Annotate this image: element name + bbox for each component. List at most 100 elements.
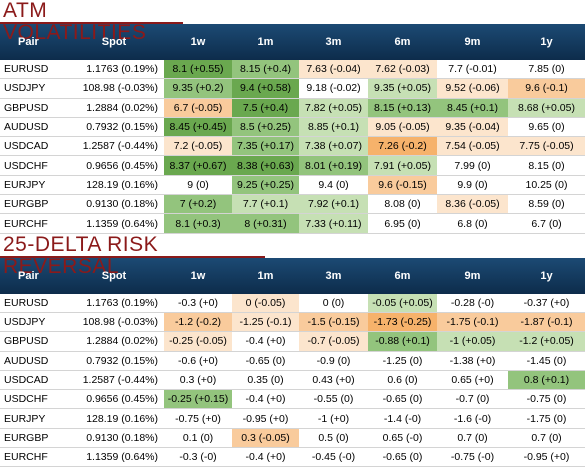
table-row: EURJPY 128.19 (0.16%) -0.75 (+0) -0.95 (+0)…	[0, 408, 585, 429]
spot-cell: 0.9656 (0.45%)	[64, 389, 164, 410]
table-row: USDJPY 108.98 (-0.03%) -1.2 (-0.2) -1.25 (-…	[0, 312, 585, 333]
spot-cell: 1.2884 (0.02%)	[64, 331, 164, 352]
column-header-1y: 1y	[508, 24, 585, 60]
atm-volatilities-title: ATM VOLATILITIES	[0, 0, 183, 44]
pair-cell: EURUSD	[0, 293, 64, 313]
table-row: EURUSD 1.1763 (0.19%) 8.1 (+0.55) 8.15 (+0.…	[0, 60, 585, 80]
pair-cell: EURCHF	[0, 447, 64, 467]
column-header-1w: 1w	[164, 24, 232, 60]
value-cell: 9.6 (-0.1)	[508, 78, 585, 99]
table-row: EURUSD 1.1763 (0.19%) -0.3 (+0) 0 (-0.05) 0 …	[0, 293, 585, 313]
value-cell: 8.85 (+0.1)	[299, 117, 368, 138]
value-cell: -0.55 (0)	[299, 389, 368, 410]
spot-cell: 1.2884 (0.02%)	[64, 98, 164, 118]
spot-cell: 0.7932 (0.15%)	[64, 117, 164, 138]
column-header-spot: Spot	[64, 24, 164, 60]
spot-cell: 0.9130 (0.18%)	[64, 428, 164, 449]
table-row: USDCHF 0.9656 (0.45%) -0.25 (+0.15) -0.4 (+…	[0, 389, 585, 410]
value-cell: 8 (+0.31)	[232, 213, 299, 234]
value-cell: 0.1 (0)	[164, 428, 232, 449]
value-cell: 9.35 (+0.2)	[164, 78, 232, 99]
table-row: EURJPY 128.19 (0.16%) 9 (0) 9.25 (+0.25) 9.4…	[0, 175, 585, 196]
pair-cell: EURUSD	[0, 60, 64, 80]
value-cell: 7.54 (-0.05)	[437, 136, 508, 157]
value-cell: 8.15 (+0.13)	[368, 98, 437, 118]
table-row: AUDUSD 0.7932 (0.15%) 8.45 (+0.45) 8.5 (+0.…	[0, 117, 585, 138]
value-cell: 0.65 (+0)	[437, 370, 508, 391]
value-cell: -0.25 (-0.05)	[164, 331, 232, 352]
value-cell: 6.95 (0)	[368, 213, 437, 234]
value-cell: -1.2 (+0.05)	[508, 331, 585, 352]
pair-cell: EURJPY	[0, 408, 64, 429]
column-header-3m: 3m	[299, 257, 368, 294]
value-cell: 6.7 (-0.05)	[164, 98, 232, 118]
table-row: USDCAD 1.2587 (-0.44%) 7.2 (-0.05) 7.35 (+0…	[0, 136, 585, 157]
header-row: Pair Spot 1w 1m 3m 6m 9m 1y	[0, 257, 585, 294]
value-cell: -1 (+0)	[299, 408, 368, 429]
spot-cell: 108.98 (-0.03%)	[64, 78, 164, 99]
value-cell: 7.75 (-0.05)	[508, 136, 585, 157]
column-header-1m: 1m	[232, 24, 299, 60]
value-cell: 8.1 (+0.3)	[164, 213, 232, 234]
value-cell: 8.68 (+0.05)	[508, 98, 585, 118]
value-cell: 9.35 (+0.05)	[368, 78, 437, 99]
value-cell: 7.7 (+0.1)	[232, 194, 299, 215]
value-cell: -0.7 (-0.05)	[299, 331, 368, 352]
pair-cell: USDCHF	[0, 155, 64, 176]
column-header-6m: 6m	[368, 24, 437, 60]
value-cell: -1.2 (-0.2)	[164, 312, 232, 333]
value-cell: -1.4 (-0)	[368, 408, 437, 429]
spot-cell: 0.9130 (0.18%)	[64, 194, 164, 215]
value-cell: 8.08 (0)	[368, 194, 437, 215]
value-cell: -0.9 (0)	[299, 351, 368, 371]
table-row: EURCHF 1.1359 (0.64%) -0.3 (-0) -0.4 (+0) -0…	[0, 447, 585, 467]
value-cell: 7 (+0.2)	[164, 194, 232, 215]
value-cell: 0.65 (-0)	[368, 428, 437, 449]
value-cell: 0.35 (0)	[232, 370, 299, 391]
value-cell: 8.15 (+0.4)	[232, 60, 299, 80]
column-header-3m: 3m	[299, 24, 368, 60]
value-cell: 8.45 (+0.45)	[164, 117, 232, 138]
column-header-9m: 9m	[437, 24, 508, 60]
spot-cell: 1.1359 (0.64%)	[64, 447, 164, 467]
value-cell: 0.7 (0)	[508, 428, 585, 449]
value-cell: -0.4 (+0)	[232, 447, 299, 467]
value-cell: 8.15 (0)	[508, 155, 585, 176]
pair-cell: USDJPY	[0, 78, 64, 99]
value-cell: 7.63 (-0.04)	[299, 60, 368, 80]
risk-reversal-title: 25-DELTA RISK REVERSAL	[0, 233, 265, 277]
value-cell: 7.26 (-0.2)	[368, 136, 437, 157]
value-cell: 6.7 (0)	[508, 213, 585, 234]
value-cell: -0.28 (-0)	[437, 293, 508, 313]
pair-cell: AUDUSD	[0, 351, 64, 371]
value-cell: 0.7 (0)	[437, 428, 508, 449]
value-cell: -1.73 (-0.25)	[368, 312, 437, 333]
risk-reversal-table: Pair Spot 1w 1m 3m 6m 9m 1y EURUSD 1.1763…	[0, 257, 585, 467]
value-cell: 9.4 (+0.58)	[232, 78, 299, 99]
value-cell: 8.38 (+0.63)	[232, 155, 299, 176]
value-cell: -0.3 (+0)	[164, 293, 232, 313]
value-cell: -1.45 (0)	[508, 351, 585, 371]
value-cell: -0.65 (0)	[368, 447, 437, 467]
value-cell: -0.95 (+0)	[508, 447, 585, 467]
value-cell: 7.7 (-0.01)	[437, 60, 508, 80]
spot-cell: 1.1359 (0.64%)	[64, 213, 164, 234]
value-cell: 7.99 (0)	[437, 155, 508, 176]
value-cell: 8.01 (+0.19)	[299, 155, 368, 176]
value-cell: -1.6 (-0)	[437, 408, 508, 429]
value-cell: 7.82 (+0.05)	[299, 98, 368, 118]
value-cell: 7.5 (+0.4)	[232, 98, 299, 118]
spot-cell: 128.19 (0.16%)	[64, 175, 164, 196]
value-cell: 9.65 (0)	[508, 117, 585, 138]
value-cell: 7.33 (+0.11)	[299, 213, 368, 234]
value-cell: 8.36 (-0.05)	[437, 194, 508, 215]
value-cell: -1.38 (+0)	[437, 351, 508, 371]
pair-cell: USDCHF	[0, 389, 64, 410]
pair-cell: GBPUSD	[0, 98, 64, 118]
value-cell: -1 (+0.05)	[437, 331, 508, 352]
pair-cell: USDCAD	[0, 136, 64, 157]
value-cell: -0.4 (+0)	[232, 331, 299, 352]
value-cell: 0 (-0.05)	[232, 293, 299, 313]
table-row: GBPUSD 1.2884 (0.02%) -0.25 (-0.05) -0.4 (+…	[0, 331, 585, 352]
spot-cell: 0.9656 (0.45%)	[64, 155, 164, 176]
